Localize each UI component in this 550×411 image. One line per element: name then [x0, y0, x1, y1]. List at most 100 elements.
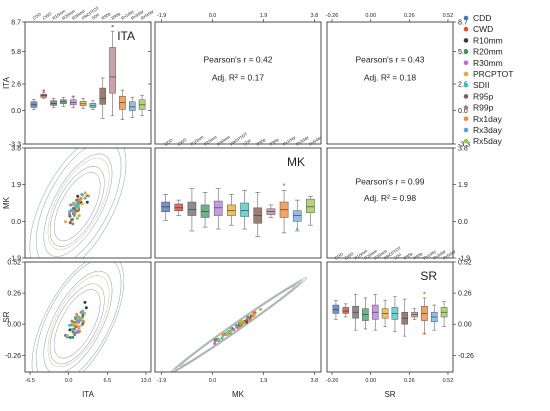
box-label-SDII: SDII	[91, 12, 101, 21]
box-label-SDII: SDII	[393, 252, 403, 261]
scatter-point-Rx5day	[75, 216, 79, 220]
ytick-label-right-SR: 0.52	[458, 260, 472, 267]
scatter-point-Rx5day	[258, 307, 262, 311]
scatter-point-Rx1day	[79, 197, 83, 201]
xtick-label-bottom-SR: 0.00	[365, 378, 376, 384]
ytick-label-right-ITA: 8.7	[458, 20, 468, 27]
ytick-label-left-MK: 3.8	[11, 146, 21, 153]
ytick-label-left-SR: 0.52	[7, 260, 21, 267]
outlier-0	[42, 89, 45, 92]
xtick-label-bottom-SR: 0.52	[443, 378, 454, 384]
box-label-R95p: R95p	[255, 137, 267, 147]
adj-r2-01: Adj. R² = 0.17	[212, 73, 264, 83]
xtick-label-top-MK: 0.0	[209, 13, 217, 19]
ytick-label-right-MK: 1.9	[458, 182, 468, 189]
legend-label-CDD: CDD	[473, 13, 491, 23]
legend-label-PRCPTOT: PRCPTOT	[473, 69, 513, 79]
scatter-point-R99p	[71, 222, 75, 226]
box-label-R20mm: R20mm	[203, 134, 218, 147]
xtick-label-bottom-ITA: -6.5	[25, 378, 34, 384]
scatter-point-Rx5day	[73, 202, 77, 206]
scatter-point-Rx5day	[217, 338, 221, 342]
scatter-point-SDII	[81, 309, 85, 313]
scatter-point-Rx5day	[79, 316, 83, 320]
panel-frame-MK-MK	[154, 147, 322, 259]
ytick-label-right-ITA: -3.3	[458, 142, 470, 149]
legend-marker-Rx5day	[463, 138, 469, 144]
box-MK-Rx3day	[292, 210, 302, 222]
ytick-label-left-ITA: 0.0	[11, 108, 21, 115]
ytick-label-right-MK: 3.8	[458, 146, 468, 153]
ytick-label-left-ITA: 5.8	[11, 49, 21, 56]
ytick-label-right-SR: 0.26	[458, 291, 472, 298]
scatter-point-SDII	[220, 336, 224, 340]
legend-marker-PRCPTOT	[463, 71, 469, 77]
ytick-label-right-ITA: 2.6	[458, 82, 468, 89]
scatter-point-R10mm	[85, 200, 89, 204]
legend-marker-R99p	[463, 105, 469, 110]
legend-marker-Rx3day	[463, 127, 469, 133]
box-MK-CWD	[174, 203, 184, 211]
adj-r2-02: Adj. R² = 0.18	[364, 73, 416, 83]
xtick-label-top-SR: 0.00	[365, 13, 376, 19]
panel-frame-MK-SR	[326, 147, 454, 259]
xtick-label-top-SR: 0.52	[443, 13, 454, 19]
scatter-point-PRCPTOT	[80, 202, 84, 206]
box-label-CDD: CDD	[32, 12, 42, 21]
box-MK-R30mm	[213, 200, 223, 216]
xtick-label-bottom-SR: -0.26	[326, 378, 339, 384]
scatter-panel-SR-MK	[169, 276, 308, 372]
scatter-point-Rx3day	[80, 193, 84, 197]
scatter-point-R30mm	[232, 328, 236, 332]
xtick-label-bottom-MK: 0.0	[209, 378, 217, 384]
ytick-label-right-SR: 0.00	[458, 322, 472, 329]
box-label-CWD: CWD	[176, 137, 187, 147]
ytick-label-right-ITA: 0.0	[458, 108, 468, 115]
panel-frame-ITA-MK	[154, 21, 322, 145]
legend-marker-CWD	[463, 26, 469, 32]
legend-label-Rx5day: Rx5day	[473, 136, 503, 146]
scatter-point-CDD	[68, 335, 72, 339]
scatter-point-Rx1day	[221, 332, 225, 336]
scatter-point-PRCPTOT	[65, 334, 69, 338]
diagonal-title-SR: SR	[420, 269, 437, 283]
scatter-point-Rx5day	[226, 332, 230, 336]
diagonal-title-MK: MK	[287, 155, 305, 169]
panel-frame-MK-ITA	[24, 147, 152, 259]
row-axis-label-SR: SR	[2, 311, 11, 322]
ytick-label-left-SR: 0.26	[7, 291, 21, 298]
pearson-r-12: Pearson's r = 0.99	[356, 176, 425, 186]
ytick-label-right-MK: 0.0	[458, 219, 468, 226]
box-label-Rx3day: Rx3day	[295, 134, 310, 147]
xtick-label-bottom-SR: 0.26	[404, 378, 415, 384]
box-label-R30mm: R30mm	[216, 134, 231, 147]
legend-label-Rx3day: Rx3day	[473, 125, 503, 135]
scatter-point-Rx3day	[234, 323, 238, 327]
scatter-point-Rx3day	[76, 329, 80, 333]
scatter-point-Rx5day	[239, 320, 243, 324]
legend-marker-R95p	[463, 94, 469, 99]
ytick-label-left-SR: 0.00	[7, 322, 21, 329]
box-MK-PRCPTOT	[227, 204, 236, 216]
scatter-point-R99p	[74, 317, 78, 321]
confidence-ellipse-Rx5day	[47, 275, 110, 368]
box-label-Rx1day: Rx1day	[282, 134, 297, 147]
scatter-point-Rx3day	[77, 319, 81, 323]
scatter-point-R99p	[72, 212, 76, 216]
xtick-label-bottom-MK: 1.9	[260, 378, 268, 384]
scatter-point-R30mm	[213, 342, 217, 346]
scatter-point-PRCPTOT	[64, 220, 68, 224]
confidence-ellipse-Rx5day	[47, 157, 110, 250]
confidence-ellipse-R95p	[43, 153, 113, 257]
scatter-point-Rx5day	[71, 322, 75, 326]
pearson-r-01: Pearson's r = 0.42	[204, 54, 273, 64]
outlier-1	[423, 332, 426, 335]
legend-label-R20mm: R20mm	[473, 47, 503, 57]
panel-frame-ITA-SR	[326, 21, 454, 145]
ytick-label-left-ITA: -3.3	[9, 142, 21, 149]
confidence-ellipse-R99p	[35, 262, 122, 372]
outlier-0	[423, 291, 426, 295]
legend-marker-CDD	[463, 15, 469, 21]
outlier-1	[72, 95, 75, 98]
